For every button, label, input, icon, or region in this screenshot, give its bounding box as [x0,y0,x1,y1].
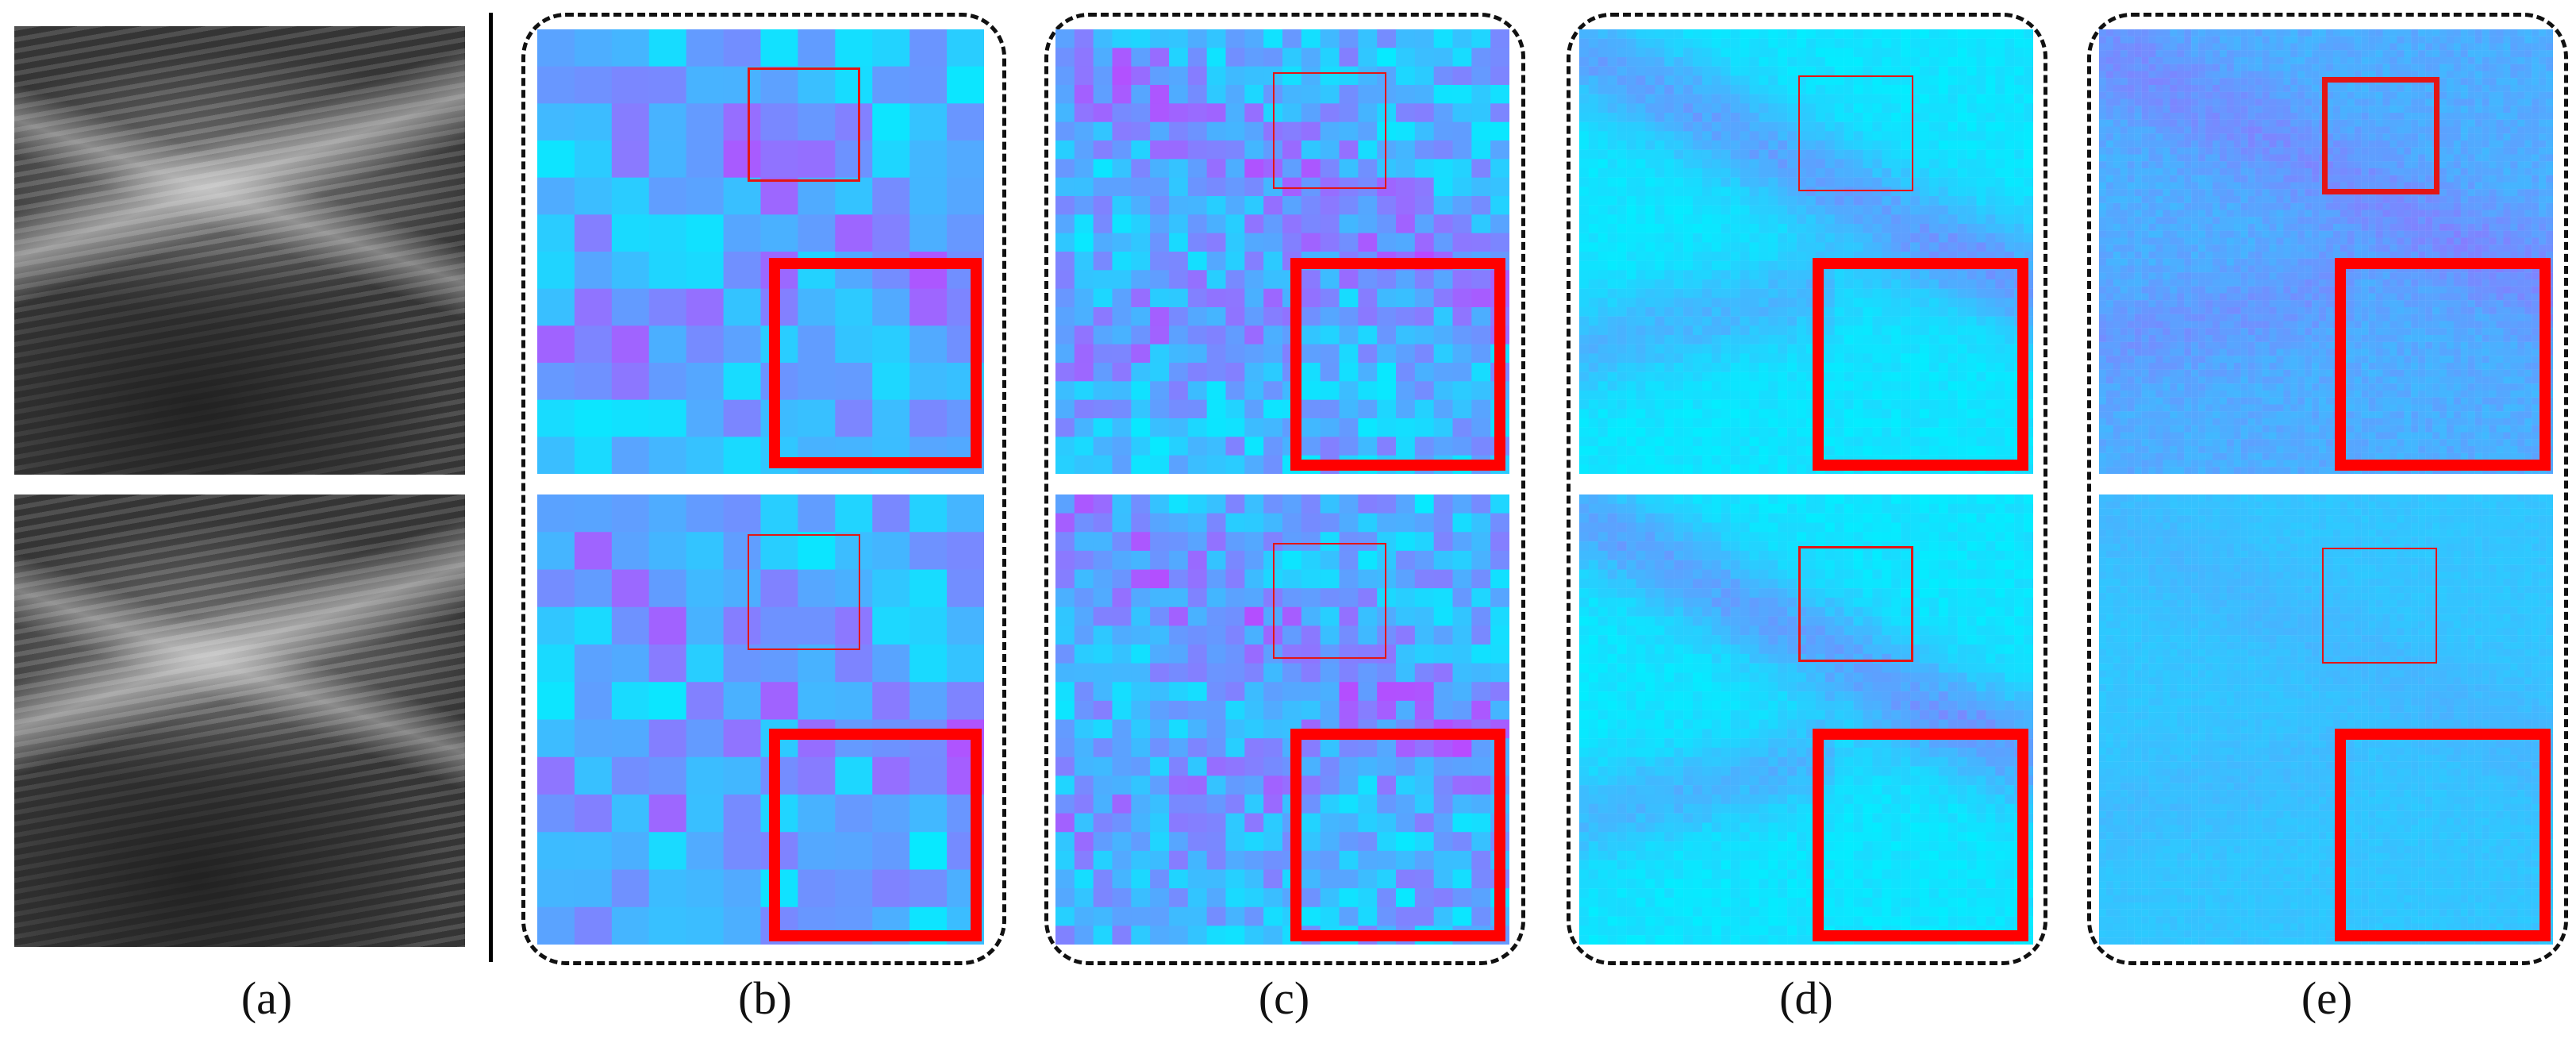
zoom-region-b-top [748,67,860,182]
zoom-region-c-top [1273,72,1386,189]
group-c-border [1044,13,1525,965]
caption-c: (c) [1258,972,1310,1024]
zoom-region-b-bottom [748,534,860,650]
column-divider [489,13,493,962]
zoom-inset-d-bottom [1813,729,2028,941]
group-d-border [1567,13,2047,965]
caption-d: (d) [1779,972,1833,1024]
heatmap-d-top-svg [1579,29,2033,474]
heatmap-e-bottom-svg [2099,494,2553,945]
zoom-region-e-top [2322,77,2440,194]
zoom-inset-b-bottom [769,729,982,941]
zoom-inset-c-top [1290,258,1505,471]
heatmap-c-bottom [1055,494,1509,945]
zoom-inset-c-bottom [1290,729,1505,941]
zoom-inset-b-top [769,258,982,468]
heatmap-b-top-svg [537,29,984,474]
group-e-border [2087,13,2568,965]
zoom-inset-d-top [1813,258,2028,471]
zoom-inset-e-bottom [2335,729,2551,941]
heatmap-b-bottom-svg [537,494,984,945]
ultrasound-image-top [14,26,465,475]
caption-e: (e) [2301,972,2353,1024]
zoom-region-c-bottom [1273,543,1386,659]
zoom-inset-e-top [2335,258,2551,471]
zoom-region-d-bottom [1798,546,1913,662]
ultrasound-image-bottom [14,494,465,947]
group-b-border [521,13,1006,965]
zoom-region-d-top [1798,75,1913,191]
caption-a: (a) [240,972,293,1024]
heatmap-d-top [1579,29,2033,474]
heatmap-e-bottom [2099,494,2553,945]
caption-b: (b) [738,972,792,1024]
heatmap-b-top [537,29,984,474]
zoom-region-e-bottom [2322,548,2437,664]
heatmap-b-bottom [537,494,984,945]
heatmap-c-bottom-svg [1055,494,1509,945]
